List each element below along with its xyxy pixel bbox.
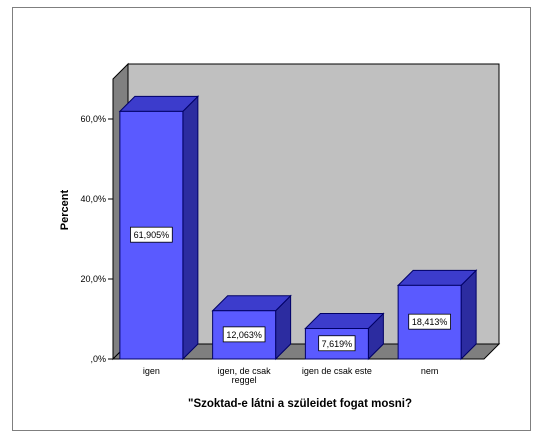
y-axis-title: Percent [59,189,71,230]
bar-front [304,328,369,360]
data-label: 12,063% [226,330,262,340]
bar: 18,413% [396,269,478,361]
bar: 12,063% [211,294,292,361]
data-label-box [318,335,356,352]
x-tick-label: igen de csak este [302,366,372,376]
data-label: 61,905% [134,230,170,240]
x-axis-title: "Szoktad-e látni a szüleidet fogat mosni… [188,398,412,410]
data-label: 7,619% [322,339,353,349]
x-tick-label: igen, de csak [218,366,272,376]
data-label-box [222,326,266,343]
y-tick-label: 40,0% [80,194,106,204]
data-label-box [408,313,451,330]
data-label: 18,413% [412,317,448,327]
bar: 61,905% [118,95,200,361]
y-tick-label: 60,0% [80,114,106,124]
x-tick-label: nem [421,366,439,376]
y-tick-label: ,0% [90,354,106,364]
x-tick-label: reggel [232,375,257,385]
data-label-box [130,226,173,243]
bar-side [182,95,199,361]
y-tick-label: 20,0% [80,274,106,284]
bar: 7,619% [304,312,385,361]
x-tick-label: igen [143,366,160,376]
